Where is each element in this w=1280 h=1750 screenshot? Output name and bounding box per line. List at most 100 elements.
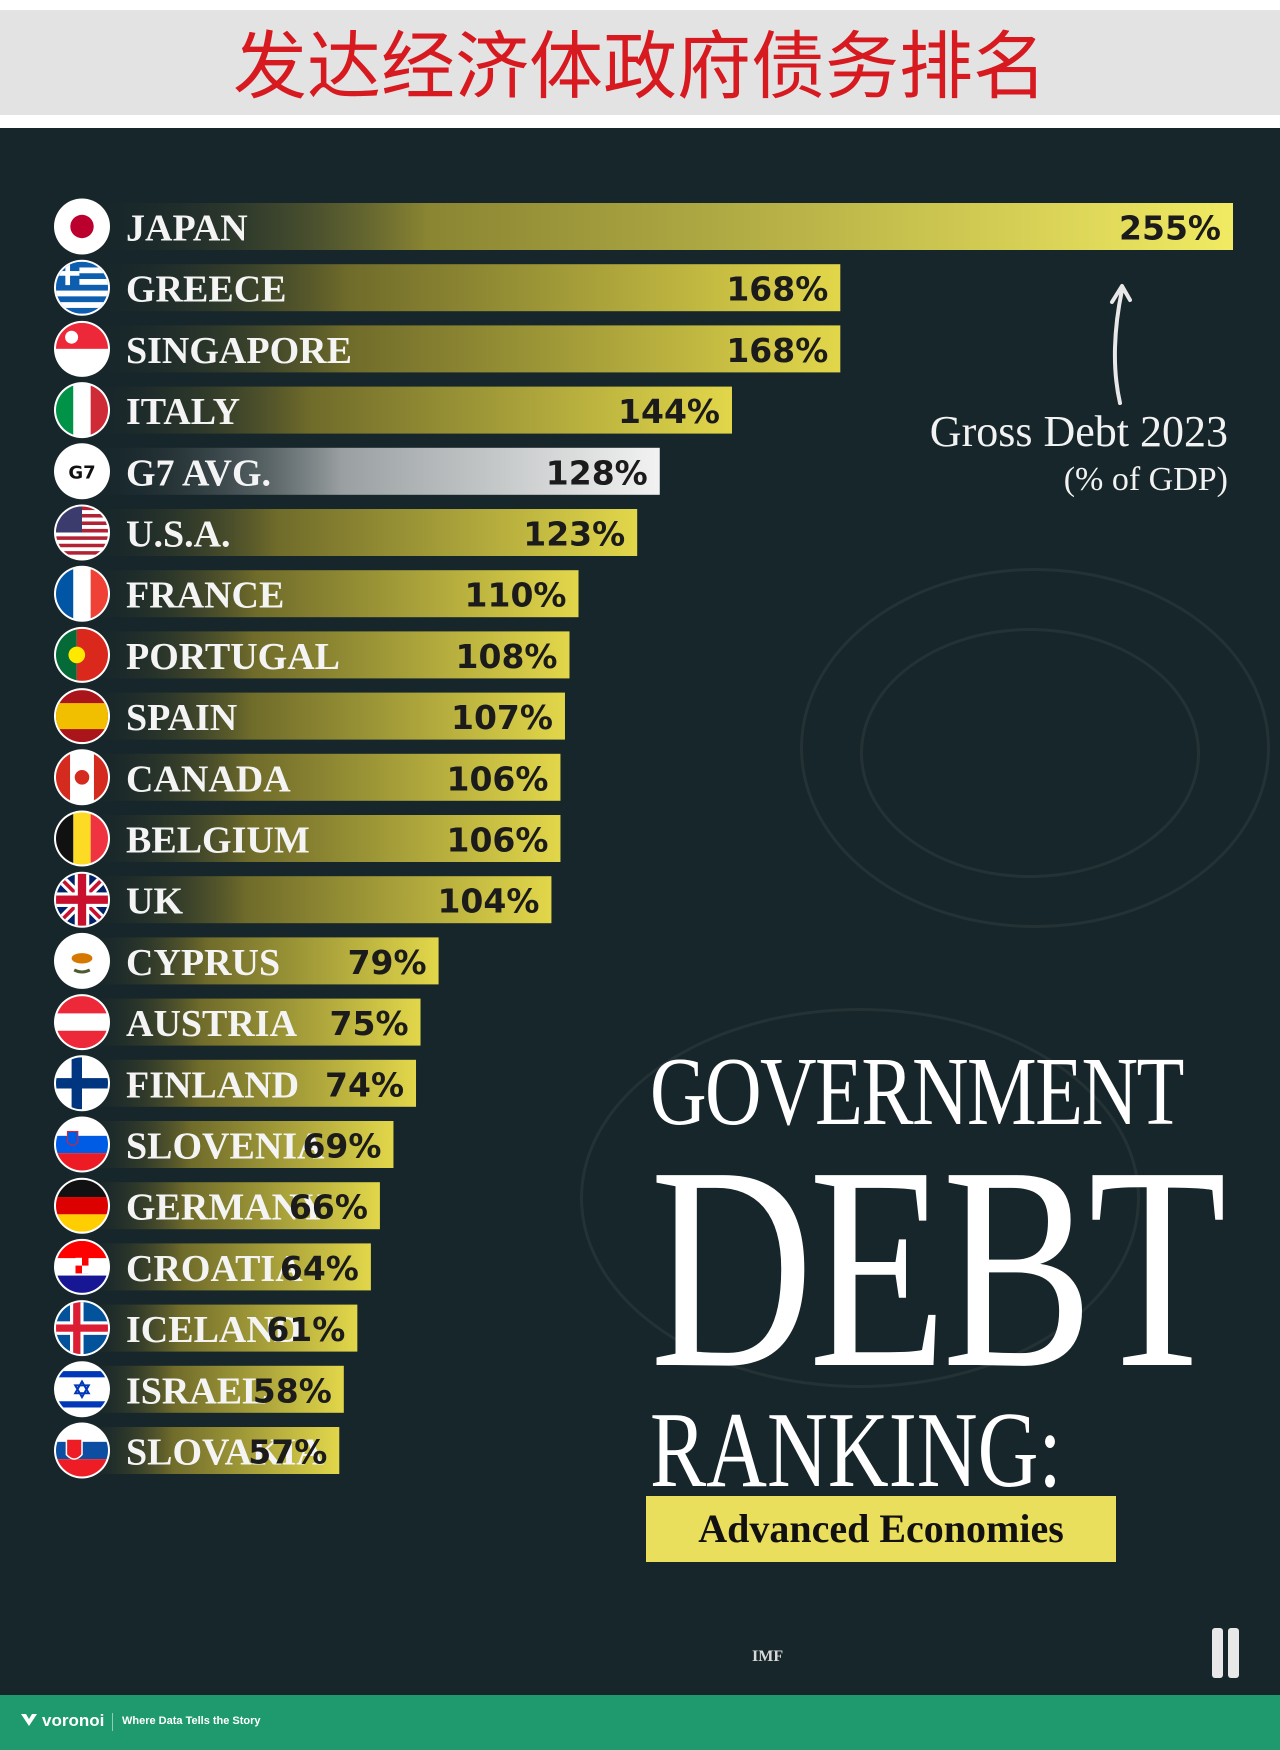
poster-title-debt: DEBT [650, 1107, 1227, 1428]
value-label: 66% [289, 1188, 368, 1227]
bar-canada [82, 753, 561, 801]
country-label: ICELAND [126, 1309, 301, 1351]
value-label: 107% [451, 698, 553, 737]
italy-flag [56, 384, 108, 437]
bar-spain [82, 692, 565, 740]
value-label: 58% [253, 1371, 332, 1410]
value-label: 106% [447, 821, 549, 860]
country-label: SLOVAKIA [126, 1432, 324, 1474]
poster-subtitle: Advanced Economies [646, 1496, 1116, 1562]
country-label: CANADA [126, 758, 291, 800]
croatia-flag [56, 1240, 108, 1293]
measure-label: Gross Debt 2023 (% of GDP) [930, 408, 1228, 504]
bar-iceland [82, 1304, 358, 1352]
value-label: 74% [325, 1065, 404, 1104]
banner-background [0, 10, 1280, 115]
japan-flag [56, 200, 108, 253]
bar-austria [82, 998, 421, 1046]
country-label: FINLAND [126, 1064, 299, 1106]
value-label: 64% [280, 1249, 359, 1288]
portugal-flag [56, 628, 108, 681]
arrow-icon [1110, 284, 1132, 405]
value-label: 69% [302, 1127, 381, 1166]
belgium-flag [56, 812, 108, 865]
value-label: 123% [523, 515, 625, 554]
slovakia-flag [56, 1424, 108, 1477]
bar-germany [82, 1182, 380, 1230]
iceland-flag [56, 1302, 108, 1355]
source-label: IMF [752, 1648, 784, 1665]
value-label: 144% [618, 392, 720, 431]
value-label: 168% [726, 331, 828, 370]
country-label: PORTUGAL [126, 636, 340, 678]
coin-illustration [860, 628, 1200, 878]
value-label: 108% [456, 637, 558, 676]
bar-uk [82, 876, 552, 924]
usa-flag [56, 506, 108, 559]
page-title: 发达经济体政府债务排名 [233, 24, 1047, 110]
bar-finland [82, 1059, 417, 1107]
country-label: UK [126, 881, 183, 923]
value-label: 57% [248, 1433, 327, 1472]
france-flag [56, 567, 108, 620]
svg-text:G7: G7 [68, 462, 95, 483]
greece-flag [56, 261, 108, 314]
value-label: 128% [546, 453, 648, 492]
top-banner: 发达经济体政府债务排名 [0, 0, 1280, 120]
footer-divider [112, 1713, 113, 1731]
country-label: SINGAPORE [126, 330, 352, 372]
country-label: FRANCE [126, 575, 284, 617]
value-label: 79% [348, 943, 427, 982]
value-label: 106% [447, 759, 549, 798]
bar-japan [82, 203, 1233, 250]
g7-badge: G7 [56, 445, 108, 498]
brand-tagline: Where Data Tells the Story [122, 1715, 261, 1727]
measure-title: Gross Debt 2023 [929, 407, 1228, 456]
country-label: G7 AVG. [126, 452, 271, 494]
brand-name: voronoi [42, 1711, 105, 1730]
brand-logo[interactable]: voronoi [20, 1711, 104, 1731]
voronoi-logo-icon [21, 1714, 37, 1726]
bar-g7-avg [82, 447, 660, 495]
value-label: 255% [1119, 209, 1221, 248]
country-label: AUSTRIA [126, 1003, 298, 1045]
country-label: ISRAEL [126, 1370, 268, 1412]
bar-cyprus [82, 937, 439, 985]
bar-croatia [82, 1243, 371, 1291]
bar-italy [82, 386, 732, 434]
bar-france [82, 570, 579, 618]
country-label: CROATIA [126, 1248, 303, 1290]
canada-flag [56, 751, 108, 804]
bar-belgium [82, 815, 561, 862]
country-label: GREECE [126, 269, 286, 311]
coin-illustration [800, 568, 1270, 928]
country-label: CYPRUS [126, 942, 280, 984]
slovenia-flag [56, 1118, 108, 1171]
bar-portugal [82, 631, 570, 679]
country-label: GERMANY [126, 1187, 327, 1229]
bar-slovenia [82, 1121, 394, 1168]
bar-israel [82, 1365, 344, 1413]
country-label: JAPAN [126, 208, 248, 250]
poster-title-ranking: RANKING: [650, 1391, 1062, 1510]
footer-bar: voronoi Where Data Tells the Story [0, 1695, 1280, 1750]
poster-title-government: GOVERNMENT [650, 1038, 1184, 1146]
country-label: SLOVENIA [126, 1126, 325, 1168]
finland-flag [56, 1057, 108, 1110]
germany-flag [56, 1179, 108, 1232]
watermark-icon [1212, 1628, 1242, 1678]
singapore-flag [56, 322, 108, 375]
cyprus-flag [56, 934, 108, 987]
value-label: 61% [266, 1310, 345, 1349]
spain-flag [56, 690, 108, 743]
bar-greece [82, 264, 841, 312]
bar-u-s-a [82, 509, 638, 556]
measure-unit: (% of GDP) [1063, 461, 1228, 498]
country-label: BELGIUM [126, 820, 310, 862]
country-label: SPAIN [126, 697, 237, 739]
bar-singapore [82, 325, 841, 373]
value-label: 104% [437, 882, 539, 921]
value-label: 75% [330, 1004, 409, 1043]
country-label: U.S.A. [126, 514, 231, 556]
israel-flag [56, 1363, 108, 1416]
